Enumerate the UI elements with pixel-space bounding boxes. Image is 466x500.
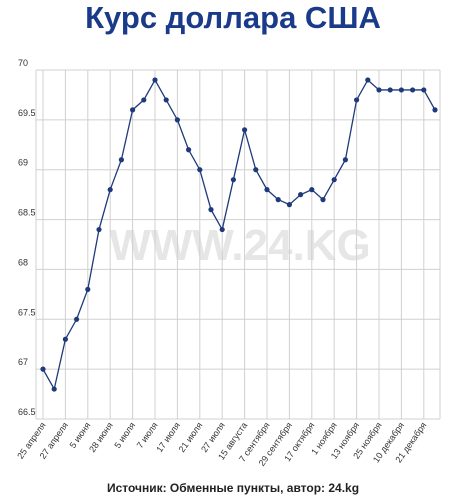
y-tick-label: 70: [18, 58, 28, 68]
y-tick-label: 69.5: [18, 108, 36, 118]
point: [163, 97, 169, 103]
point: [130, 107, 136, 113]
point: [141, 97, 147, 103]
point: [208, 207, 214, 213]
point: [96, 226, 102, 233]
point: [85, 286, 91, 292]
point: [230, 177, 236, 183]
point: [264, 187, 270, 193]
point: [242, 127, 248, 133]
point: [298, 192, 304, 198]
point: [174, 117, 180, 123]
point: [432, 107, 438, 113]
x-tick-label: 5 июля: [112, 420, 137, 450]
y-tick-label: 67.5: [18, 307, 36, 317]
y-tick-label: 68: [18, 257, 28, 267]
y-tick-label: 67: [18, 357, 28, 367]
point: [376, 87, 382, 93]
point: [40, 366, 46, 372]
watermark: WWW.24.KG: [109, 221, 371, 270]
point: [74, 316, 80, 322]
point: [275, 197, 281, 203]
point: [421, 87, 427, 93]
point: [107, 187, 113, 193]
point: [387, 87, 393, 93]
point: [253, 167, 259, 173]
point: [219, 226, 225, 233]
point: [186, 147, 192, 153]
point: [51, 386, 57, 392]
point: [62, 336, 68, 342]
source: Источник: Обменные пункты, автор: 24.kg: [107, 481, 359, 495]
y-tick-label: 68.5: [18, 208, 36, 218]
y-tick-label: 66.5: [18, 407, 36, 417]
point: [331, 177, 337, 183]
point: [410, 87, 416, 93]
point: [398, 87, 404, 93]
point: [309, 187, 315, 193]
chart-title: Курс доллара США: [85, 0, 381, 35]
point: [286, 202, 292, 208]
point: [365, 77, 371, 83]
point: [342, 157, 348, 163]
point: [118, 157, 124, 163]
point: [152, 77, 158, 83]
point: [320, 197, 326, 203]
y-tick-label: 69: [18, 158, 28, 168]
point: [354, 97, 360, 103]
point: [197, 167, 203, 173]
